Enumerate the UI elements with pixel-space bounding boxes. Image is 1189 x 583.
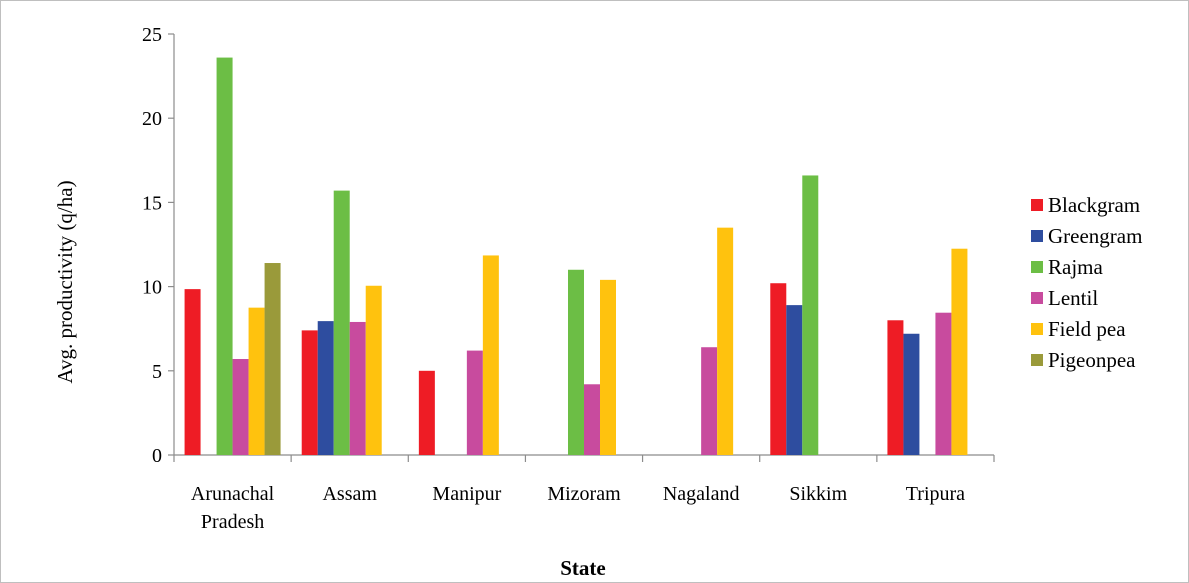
legend-swatch: [1031, 323, 1043, 335]
bar-rajma: [333, 190, 350, 455]
x-tick-label: Tripura: [906, 483, 965, 505]
x-axis-title: State: [560, 556, 606, 580]
bar-rajma: [568, 269, 584, 455]
y-tick-label: 5: [152, 361, 162, 383]
y-tick-label: 20: [142, 108, 162, 130]
bar-greengram: [317, 321, 334, 455]
bar-lentil: [466, 350, 483, 455]
y-axis: 0 5 10 15 20 25: [142, 24, 175, 467]
x-axis: Arunachal Pradesh Assam Manipur Mizoram Nagal…: [173, 454, 995, 533]
x-tick-label: Manipur: [432, 483, 501, 505]
bar-lentil: [584, 384, 600, 455]
bar-blackgram: [887, 320, 904, 455]
legend-label: Blackgram: [1048, 193, 1140, 217]
x-tick-label: Nagaland: [663, 483, 740, 505]
bar-field-pea: [365, 285, 382, 455]
y-tick-label: 0: [152, 445, 162, 467]
legend-label: Rajma: [1048, 255, 1103, 279]
legend-swatch: [1031, 354, 1043, 366]
x-tick-label: Mizoram: [547, 483, 621, 505]
legend-label: Lentil: [1048, 286, 1098, 310]
bar-pigeonpea: [264, 263, 281, 455]
legend-swatch: [1031, 261, 1043, 273]
legend-swatch: [1031, 230, 1043, 242]
bar-greengram: [903, 333, 920, 455]
legend-label: Field pea: [1048, 317, 1126, 341]
y-tick-label: 15: [142, 192, 162, 214]
bar-blackgram: [770, 283, 787, 455]
x-tick-label: Arunachal Pradesh: [191, 483, 275, 533]
legend: Blackgram Greengram Rajma Lentil Field pea Pi…: [1031, 193, 1142, 372]
y-tick-label: 25: [142, 24, 162, 46]
bar-lentil: [701, 347, 718, 455]
bar-blackgram: [418, 370, 435, 455]
bar-blackgram: [184, 289, 201, 455]
bar-field-pea: [600, 279, 616, 455]
legend-label: Pigeonpea: [1048, 348, 1136, 372]
bar-lentil: [935, 312, 952, 455]
x-tick-label: Assam: [322, 483, 377, 505]
bar-rajma: [216, 57, 233, 456]
bar-field-pea: [248, 307, 265, 455]
legend-swatch: [1031, 199, 1043, 211]
bar-field-pea: [717, 227, 734, 455]
bars: [184, 57, 968, 456]
bar-rajma: [802, 175, 819, 455]
bar-lentil: [232, 359, 249, 455]
bar-lentil: [349, 321, 366, 455]
bar-field-pea: [482, 255, 499, 455]
y-axis-title: Avg. productivity (q/ha): [53, 180, 77, 383]
legend-label: Greengram: [1048, 224, 1142, 248]
y-tick-label: 10: [142, 277, 162, 299]
x-tick-label: Sikkim: [789, 483, 847, 505]
bar-greengram: [786, 305, 803, 455]
bar-field-pea: [951, 248, 968, 455]
legend-swatch: [1031, 292, 1043, 304]
bar-blackgram: [301, 330, 318, 455]
